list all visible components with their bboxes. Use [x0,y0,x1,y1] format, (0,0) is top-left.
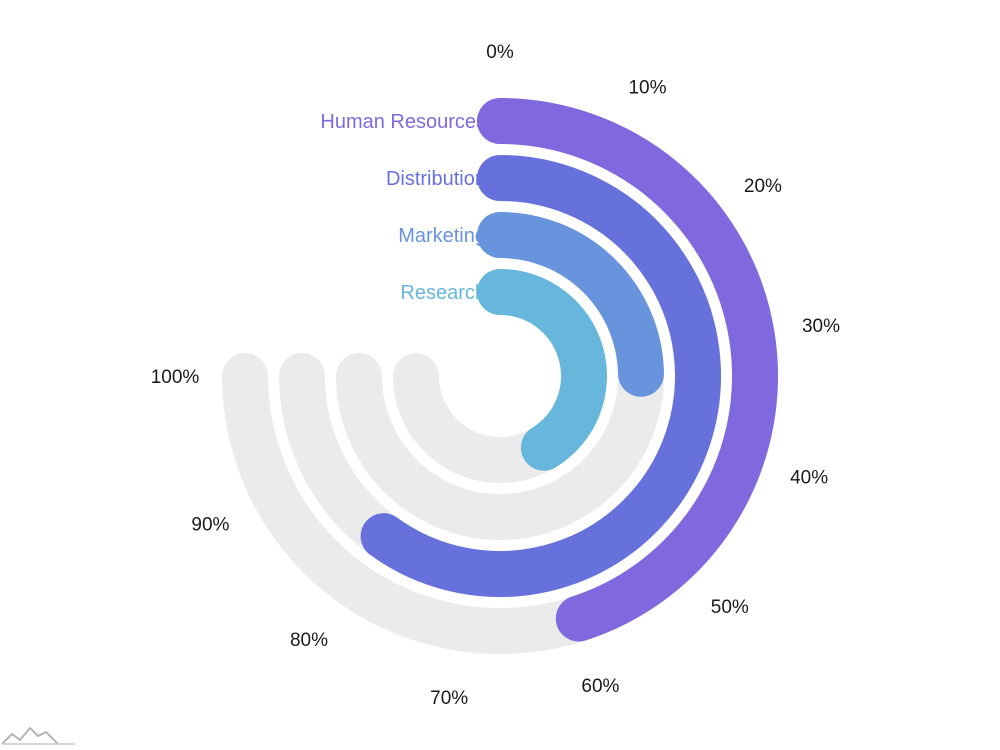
bars-layer [360,98,778,642]
tick-label-80pct: 80% [290,630,328,651]
ticks-layer: 0% 10% 20% 30% 40% 50% 60% 70% 80% 90% 100% [151,42,840,709]
category-label-research: Research [400,282,486,304]
tick-label-20pct: 20% [744,176,782,197]
tick-label-0pct: 0% [486,42,514,63]
tick-label-100pct: 100% [151,367,200,388]
category-label-human-resources: Human Resources [320,111,486,133]
category-label-marketing: Marketing [398,225,486,247]
tick-label-50pct: 50% [711,597,749,618]
category-label-distribution: Distribution [386,168,486,190]
bar-human-resources[interactable] [477,98,778,642]
tick-label-10pct: 10% [628,77,666,98]
bar-distribution[interactable] [360,155,721,597]
tick-label-60pct: 60% [581,676,619,697]
tick-label-70pct: 70% [430,688,468,709]
bar-marketing[interactable] [477,212,664,397]
tick-label-90pct: 90% [191,515,229,536]
chart-logo-icon [1,727,75,745]
labels-layer: Human Resources Distribution Marketing Rese… [320,111,486,304]
bar-research[interactable] [477,269,607,471]
tick-label-30pct: 30% [802,316,840,337]
tick-label-40pct: 40% [790,467,828,488]
